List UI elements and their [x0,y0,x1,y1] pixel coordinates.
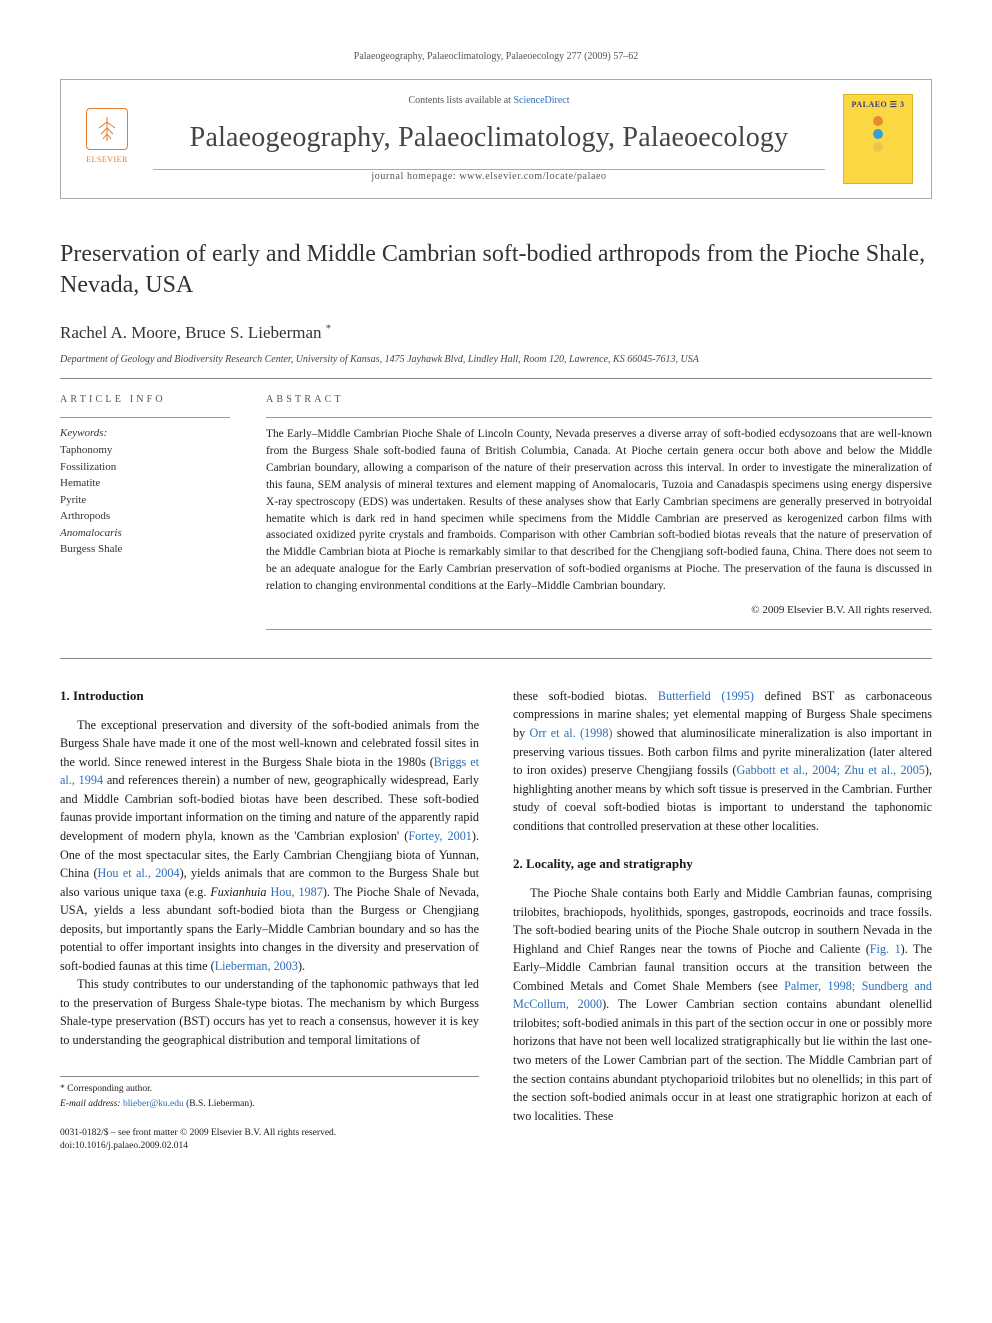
journal-cover-badge: PALAEO ☰ 3 [843,94,913,184]
body-paragraph: these soft-bodied biotas. Butterfield (1… [513,687,932,835]
corresponding-footer: * Corresponding author. E-mail address: … [60,1076,479,1112]
badge-circle-icon [873,129,883,139]
text-run: ). [298,959,305,973]
citation-link[interactable]: Butterfield (1995) [658,689,754,703]
keyword: Anomalocaris [60,525,230,542]
badge-circles [873,116,883,152]
sciencedirect-link[interactable]: ScienceDirect [513,95,569,106]
keyword: Burgess Shale [60,541,230,558]
running-head: Palaeogeography, Palaeoclimatology, Pala… [60,50,932,65]
text-run: This study contributes to our understand… [60,977,479,1047]
keywords-label: Keywords: [60,426,230,442]
authors-line: Rachel A. Moore, Bruce S. Lieberman * [60,321,932,346]
keyword: Hematite [60,475,230,492]
divider [266,629,932,630]
article-title: Preservation of early and Middle Cambria… [60,239,932,300]
citation-link[interactable]: Hou, 1987 [270,885,322,899]
abstract-column: ABSTRACT The Early–Middle Cambrian Pioch… [266,393,932,638]
homepage-url: www.elsevier.com/locate/palaeo [459,171,606,182]
badge-circle-icon [873,116,883,126]
section-heading: 1. Introduction [60,687,479,706]
email-label: E-mail address: [60,1099,121,1109]
affiliation: Department of Geology and Biodiversity R… [60,353,932,368]
corresponding-mark: * [326,322,332,334]
citation-link[interactable]: Orr et al. (1998) [530,726,613,740]
citation-link[interactable]: Lieberman, 2003 [215,959,298,973]
homepage-prefix: journal homepage: [371,171,459,182]
section-heading: 2. Locality, age and stratigraphy [513,855,932,874]
article-info-abstract-row: ARTICLE INFO Keywords: Taphonomy Fossili… [60,393,932,638]
keyword: Taphonomy [60,442,230,459]
email-line: E-mail address: blieber@ku.edu (B.S. Lie… [60,1098,479,1111]
right-column: these soft-bodied biotas. Butterfield (1… [513,687,932,1154]
journal-center-block: Contents lists available at ScienceDirec… [153,94,825,185]
citation-link[interactable]: Gabbott et al., 2004; Zhu et al., 2005 [736,763,924,777]
keyword: Pyrite [60,492,230,509]
body-paragraph: This study contributes to our understand… [60,975,479,1049]
badge-text: PALAEO ☰ 3 [852,99,905,111]
abstract-copyright: © 2009 Elsevier B.V. All rights reserved… [266,603,932,619]
elsevier-label: ELSEVIER [86,154,128,166]
divider [60,417,230,418]
contents-prefix: Contents lists available at [408,95,513,106]
body-paragraph: The exceptional preservation and diversi… [60,716,479,976]
divider [60,378,932,379]
taxon-name: Fuxianhuia [210,885,266,899]
email-tail: (B.S. Lieberman). [184,1099,255,1109]
email-link[interactable]: blieber@ku.edu [123,1099,184,1109]
corresponding-label: * Corresponding author. [60,1083,479,1096]
front-matter-block: 0031-0182/$ – see front matter © 2009 El… [60,1127,479,1154]
contents-line: Contents lists available at ScienceDirec… [153,94,825,109]
text-run: these soft-bodied biotas. [513,689,658,703]
figure-link[interactable]: Fig. 1 [870,942,901,956]
keyword: Arthropods [60,508,230,525]
text-run: ). The Lower Cambrian section contains a… [513,997,932,1122]
keyword: Fossilization [60,459,230,476]
divider [266,417,932,418]
author-names: Rachel A. Moore, Bruce S. Lieberman [60,323,326,342]
left-column: 1. Introduction The exceptional preserva… [60,687,479,1154]
doi-line: doi:10.1016/j.palaeo.2009.02.014 [60,1140,479,1153]
body-paragraph: The Pioche Shale contains both Early and… [513,884,932,1125]
text-run: The exceptional preservation and diversi… [60,718,479,769]
citation-link[interactable]: Fortey, 2001 [408,829,472,843]
homepage-line: journal homepage: www.elsevier.com/locat… [153,170,825,185]
journal-header-frame: ELSEVIER Contents lists available at Sci… [60,79,932,200]
citation-link[interactable]: Hou et al., 2004 [98,866,180,880]
elsevier-logo: ELSEVIER [79,108,135,170]
abstract-heading: ABSTRACT [266,393,932,408]
elsevier-tree-icon [86,108,128,150]
divider [60,658,932,659]
body-two-columns: 1. Introduction The exceptional preserva… [60,687,932,1154]
journal-title: Palaeogeography, Palaeoclimatology, Pala… [153,118,825,159]
front-matter-line: 0031-0182/$ – see front matter © 2009 El… [60,1127,479,1140]
abstract-text: The Early–Middle Cambrian Pioche Shale o… [266,426,932,595]
article-info-heading: ARTICLE INFO [60,393,230,408]
article-info-column: ARTICLE INFO Keywords: Taphonomy Fossili… [60,393,230,638]
badge-circle-icon [873,142,883,152]
